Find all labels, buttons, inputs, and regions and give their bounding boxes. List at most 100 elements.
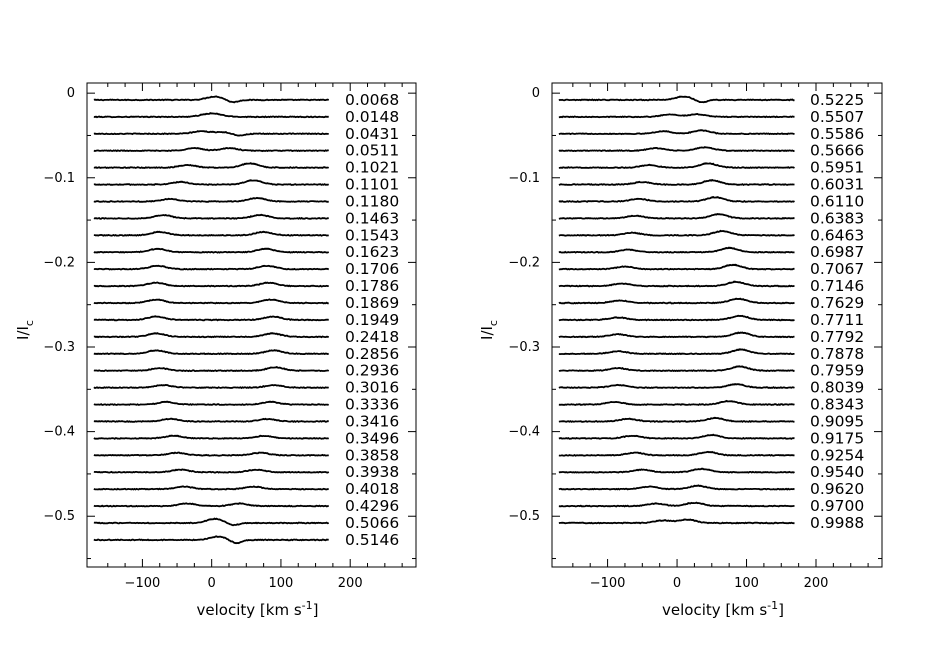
phase-label: 0.5586 [810,125,864,143]
model-profile [93,266,329,270]
observed-profile [558,229,795,237]
model-profile [558,452,795,456]
y-axis-title: I/Ic [478,320,500,340]
model-profile [93,333,329,338]
phase-label: 0.9620 [810,480,864,498]
phase-label: 0.9254 [810,446,864,464]
x-tick-label: 0 [208,576,216,591]
phase-label: 0.9988 [810,514,864,532]
model-profile [558,163,795,168]
observed-profile [558,95,795,104]
phase-label: 0.6987 [810,243,864,261]
phase-label: 0.1101 [345,176,399,194]
model-profile [93,435,329,439]
observed-profile [558,246,795,254]
phase-label: 0.4018 [345,480,399,498]
model-profile [93,419,329,422]
y-axis-title-sub: c [23,320,36,326]
observed-profile [93,162,329,170]
phase-label: 0.7067 [810,260,864,278]
phase-label: 0.7146 [810,277,864,295]
x-tick-label: 100 [734,576,759,591]
phase-label: 0.6110 [810,192,864,210]
model-profile [558,519,795,524]
y-tick-label: 0 [67,86,75,101]
x-tick-label: 200 [804,576,829,591]
model-profile [558,316,795,321]
model-profile [558,333,795,338]
x-axis-title-end: ] [778,601,784,619]
model-profile [93,215,329,219]
model-profile [93,282,329,287]
model-profile [558,469,795,473]
phase-label: 0.3336 [345,396,399,414]
y-tick-label: −0.3 [508,340,540,355]
y-tick-label: 0 [532,86,540,101]
model-profile [558,384,795,388]
y-tick-label: −0.3 [43,340,75,355]
x-tick-label: 0 [673,576,681,591]
model-profile [558,282,795,287]
phase-label: 0.7629 [810,294,864,312]
phase-label: 0.9175 [810,429,864,447]
y-tick-label: −0.4 [43,425,75,440]
model-profile [93,131,329,136]
model-profile [558,214,795,219]
x-axis-title-sup: -1 [302,599,313,612]
observed-profile [558,178,795,186]
x-axis-title-end: ] [313,601,319,619]
model-profile [93,148,329,151]
phase-label: 0.5666 [810,142,864,160]
model-profile [558,435,795,439]
observed-profile [558,196,795,203]
model-profile [558,299,795,304]
phase-label: 0.3016 [345,379,399,397]
y-tick-label: −0.5 [43,509,75,524]
model-profile [93,249,329,253]
y-tick-label: −0.5 [508,509,540,524]
y-tick-label: −0.4 [508,425,540,440]
model-profile [558,401,795,405]
phase-label: 0.1786 [345,277,399,295]
phase-label: 0.3496 [345,429,399,447]
phase-label: 0.4296 [345,497,399,515]
model-profile [93,350,329,355]
model-profile [93,469,329,473]
model-profile [558,180,795,185]
x-axis-title: velocity [km s-1] [662,599,784,619]
model-profile [93,503,329,507]
phase-label: 0.0068 [345,91,399,109]
observed-profile [93,130,329,137]
x-tick-label: 100 [269,576,294,591]
x-tick-label: −100 [590,576,626,591]
phase-label: 0.3938 [345,463,399,481]
model-profile [558,96,795,103]
model-profile [93,96,329,103]
model-profile [93,452,329,456]
phase-label: 0.1543 [345,226,399,244]
panel-right: −100 0 100 200 0 −0.1 −0.2 −0.3 −0.4 −0.5 velocity… [478,82,883,619]
observed-profile [93,179,330,186]
model-profile [558,248,795,253]
phase-label: 0.9095 [810,412,864,430]
phase-label: 0.5951 [810,159,864,177]
phase-label: 0.7878 [810,345,864,363]
model-profile [558,486,795,490]
model-profile [558,197,795,202]
phase-label: 0.5146 [345,531,399,549]
phase-label: 0.0511 [345,142,399,160]
model-profile [93,299,329,304]
y-tick-label: −0.2 [43,255,75,270]
phase-label: 0.7959 [810,362,864,380]
model-profile [558,231,795,236]
model-profile [558,147,795,151]
y-tick-label: −0.2 [508,255,540,270]
observed-profile [558,416,795,423]
model-profile [558,265,795,270]
phase-label: 0.9540 [810,463,864,481]
x-axis-title-sup: -1 [767,599,778,612]
phase-label: 0.1021 [345,159,399,177]
x-axis-title: velocity [km s-1] [197,599,319,619]
model-profile [93,486,329,490]
